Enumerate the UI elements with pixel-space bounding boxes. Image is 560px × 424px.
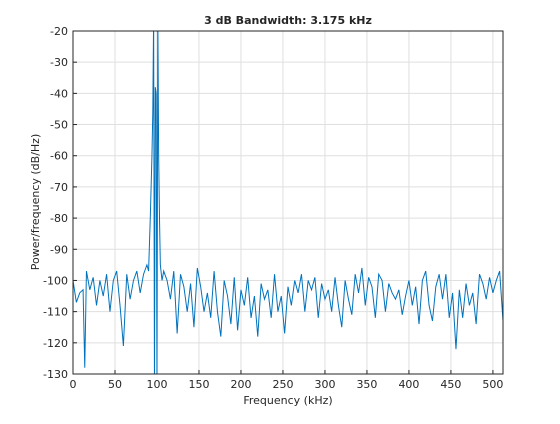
y-tick-label: -110 bbox=[43, 306, 68, 319]
y-tick-label: -90 bbox=[50, 243, 68, 256]
y-tick-label: -20 bbox=[50, 25, 68, 38]
y-tick-label: -50 bbox=[50, 119, 68, 132]
chart-title: 3 dB Bandwidth: 3.175 kHz bbox=[204, 14, 372, 27]
x-tick-label: 500 bbox=[482, 378, 503, 391]
axes-box bbox=[72, 30, 504, 375]
x-tick-label: 200 bbox=[230, 378, 251, 391]
x-tick-label: 400 bbox=[398, 378, 419, 391]
x-tick-label: 350 bbox=[356, 378, 377, 391]
y-tick-label: -60 bbox=[50, 150, 68, 163]
y-tick-label: -80 bbox=[50, 212, 68, 225]
y-tick-label: -120 bbox=[43, 337, 68, 350]
y-tick-label: -40 bbox=[50, 87, 68, 100]
x-axis-label: Frequency (kHz) bbox=[243, 394, 332, 407]
y-axis-label: Power/frequency (dB/Hz) bbox=[29, 134, 42, 271]
y-tick-label: -100 bbox=[43, 274, 68, 287]
x-tick-label: 100 bbox=[146, 378, 167, 391]
data-line bbox=[73, 31, 503, 374]
x-tick-label: 50 bbox=[108, 378, 122, 391]
x-tick-label: 300 bbox=[314, 378, 335, 391]
x-tick-label: 0 bbox=[70, 378, 77, 391]
x-tick-label: 450 bbox=[440, 378, 461, 391]
y-tick-label: -30 bbox=[50, 56, 68, 69]
x-tick-label: 150 bbox=[188, 378, 209, 391]
x-tick-label: 250 bbox=[272, 378, 293, 391]
y-tick-label: -130 bbox=[43, 368, 68, 381]
y-tick-label: -70 bbox=[50, 181, 68, 194]
plot-area bbox=[73, 31, 503, 374]
